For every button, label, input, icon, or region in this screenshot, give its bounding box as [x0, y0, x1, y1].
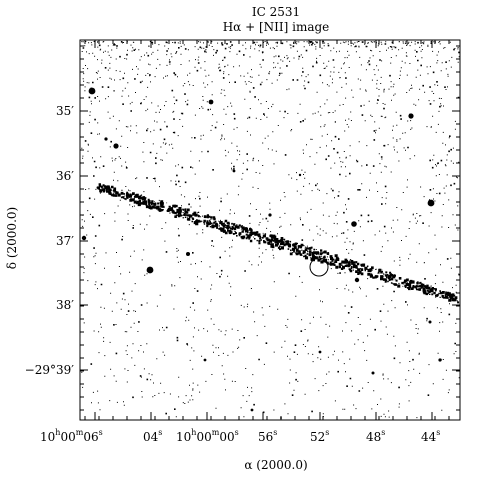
- y-tick-label: −29°39′: [25, 363, 75, 377]
- x-tick-label-56s: 56s: [258, 428, 277, 444]
- star: [351, 221, 357, 227]
- star: [438, 358, 442, 362]
- star: [318, 350, 322, 354]
- star: [427, 199, 435, 207]
- star: [104, 137, 108, 141]
- star: [81, 235, 87, 241]
- star: [113, 143, 119, 149]
- star: [186, 252, 190, 256]
- stars: [81, 87, 442, 412]
- star: [203, 358, 207, 362]
- star: [268, 213, 272, 217]
- star: [250, 408, 254, 412]
- x-axis-label: α (2000.0): [244, 458, 307, 472]
- star: [298, 173, 302, 177]
- y-tick-label: 36′: [56, 169, 74, 183]
- y-tick-labels: 35′ 36′ 37′ 38′ −29°39′: [25, 104, 75, 377]
- star: [232, 169, 236, 173]
- x-tick-label-04s: 04s: [143, 428, 162, 444]
- x-tick-label-52s: 52s: [310, 428, 329, 444]
- title-line-2: Hα + [NII] image: [223, 20, 330, 34]
- galaxy-clumps: [96, 183, 460, 304]
- y-tick-label: 38′: [56, 298, 74, 312]
- marker-circle: [309, 257, 329, 277]
- x-tick-label-44s: 44s: [421, 428, 440, 444]
- y-tick-label: 37′: [56, 234, 74, 248]
- tick-marks: [80, 40, 460, 420]
- star: [408, 113, 414, 119]
- image-panel: [79, 39, 461, 421]
- star: [428, 320, 432, 324]
- star: [354, 277, 360, 283]
- plot-frame: [79, 39, 461, 421]
- star: [371, 371, 375, 375]
- x-tick-label-10h00m06s: 10h00m06s: [40, 428, 103, 444]
- y-axis-label: δ (2000.0): [5, 207, 19, 269]
- title-line-1: IC 2531: [252, 5, 300, 19]
- x-tick-label-10h00m00s: 10h00m00s: [176, 428, 239, 444]
- x-tick-label-48s: 48s: [366, 428, 385, 444]
- galaxy-disk: [96, 183, 460, 304]
- x-tick-labels: 10h00m06s 04s 10h00m00s 56s 52s 48s 44s: [40, 428, 440, 444]
- star: [208, 99, 214, 105]
- star: [88, 87, 96, 95]
- star: [146, 266, 154, 274]
- y-tick-label: 35′: [56, 104, 74, 118]
